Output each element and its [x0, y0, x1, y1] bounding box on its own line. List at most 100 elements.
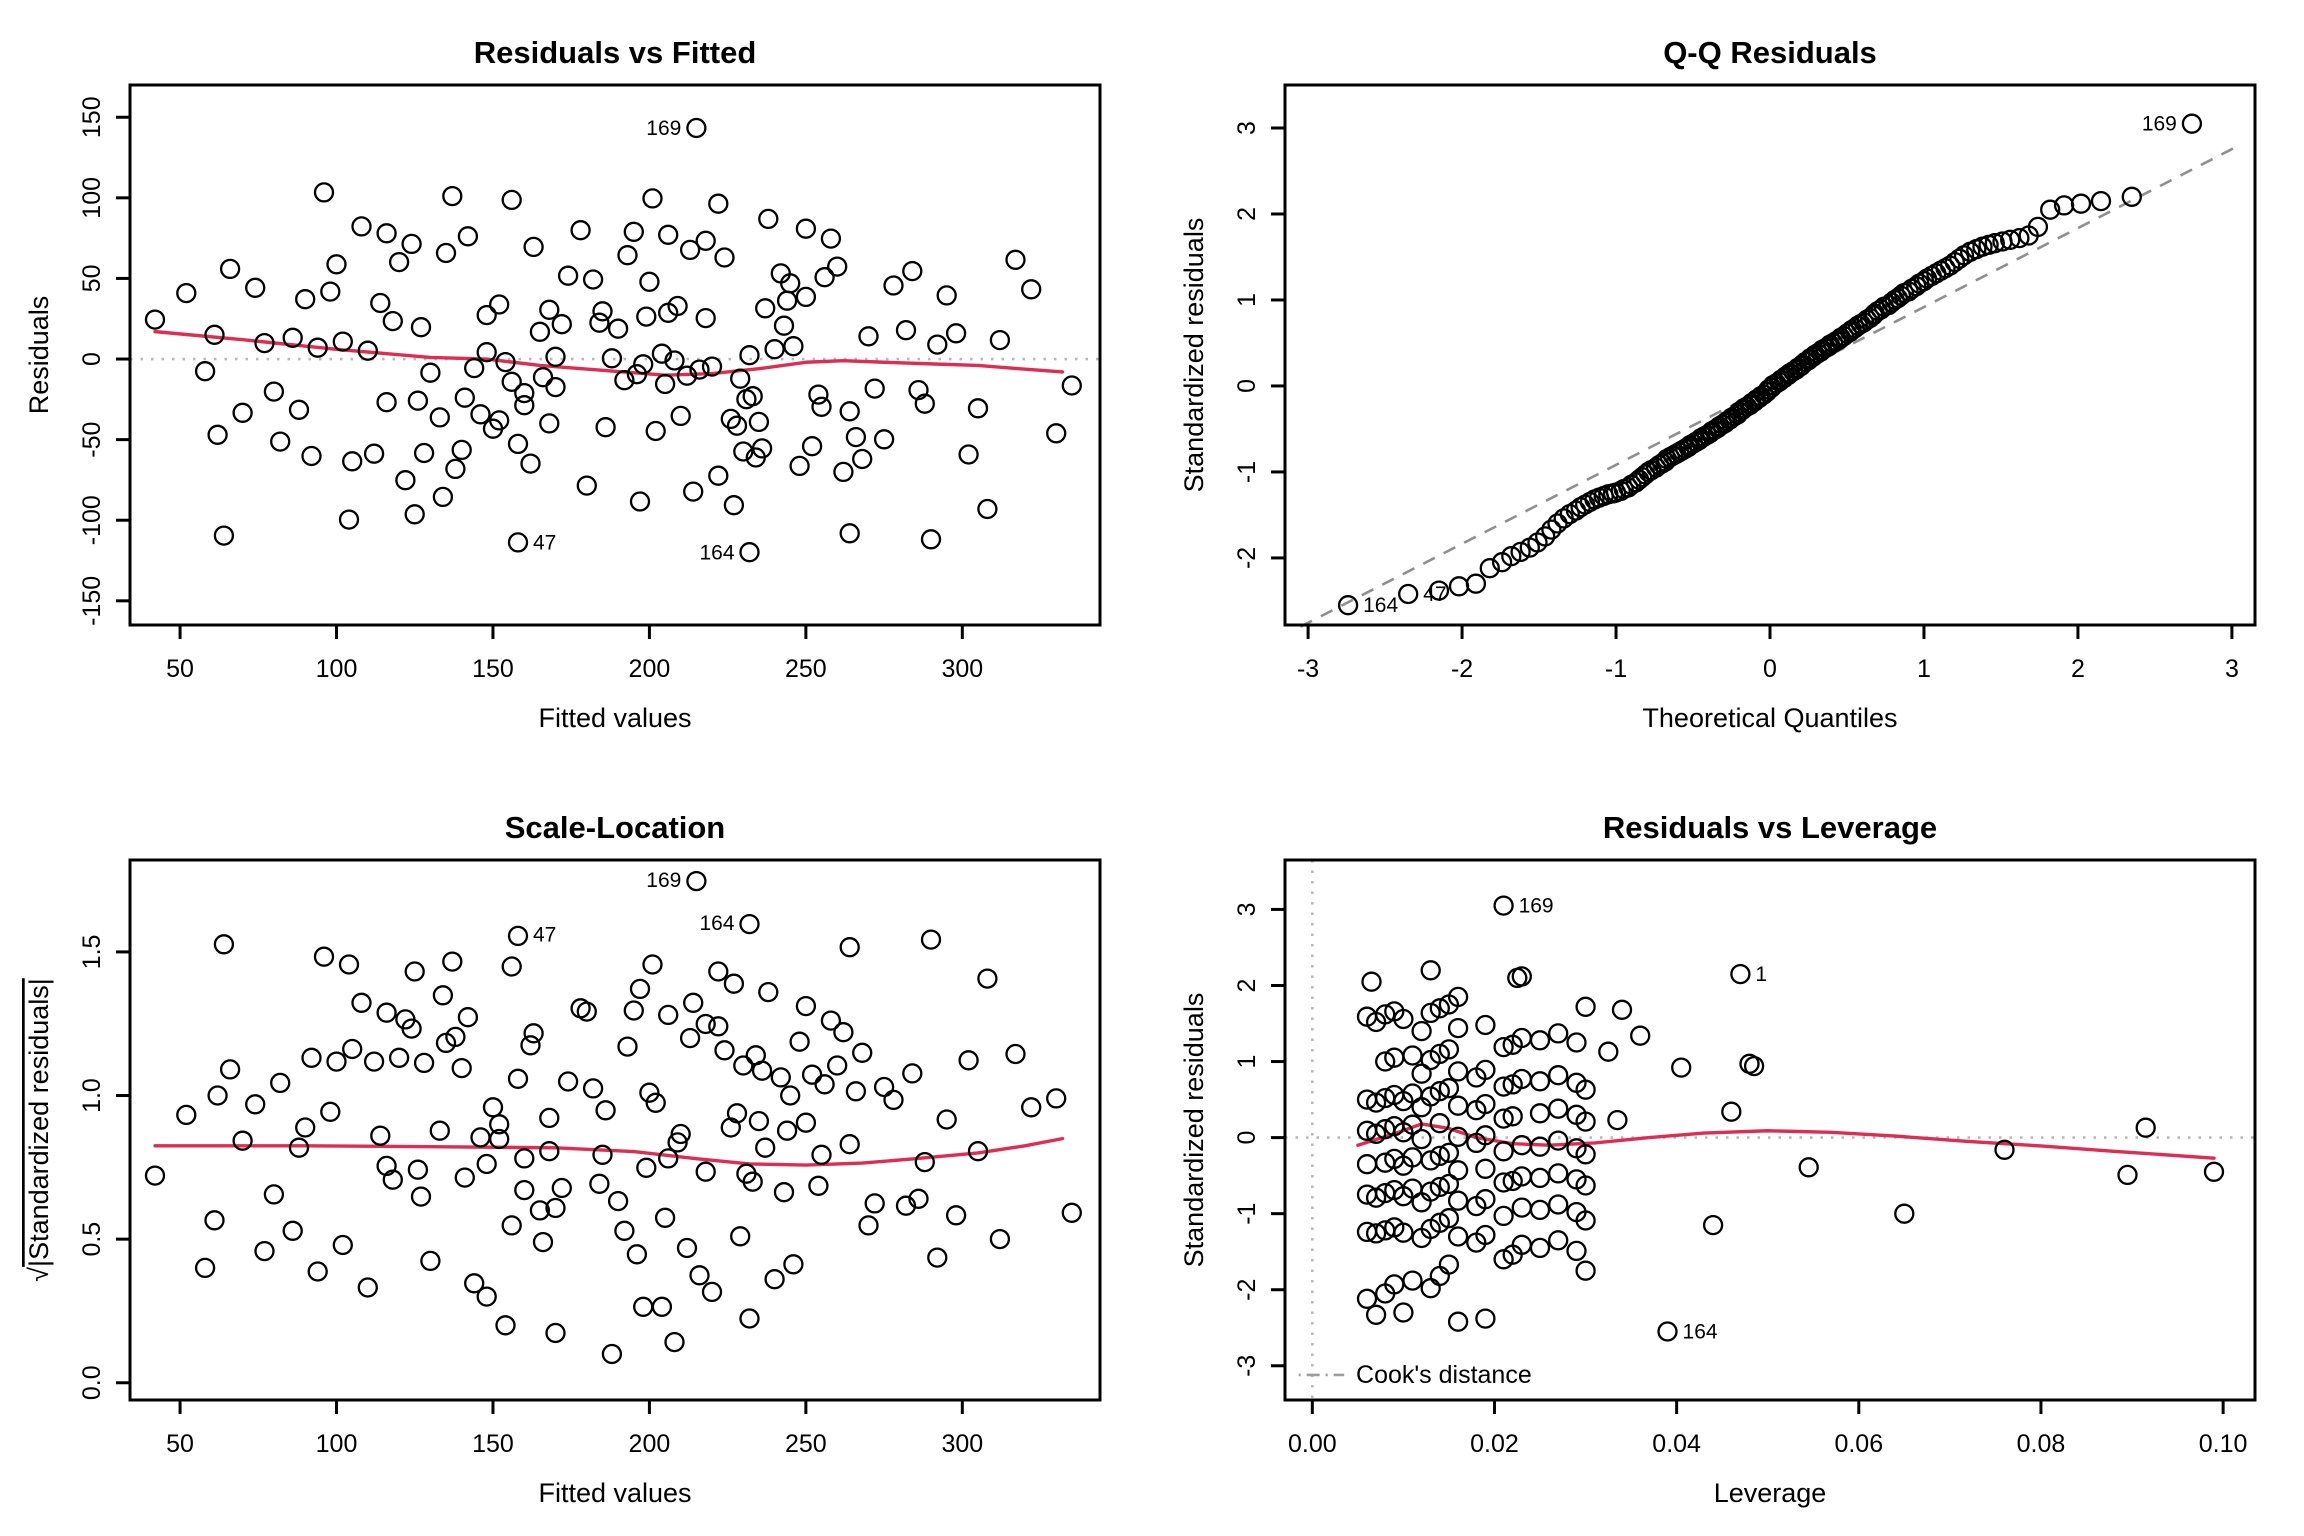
data-point [301, 445, 322, 467]
panel-title: Residuals vs Fitted [474, 35, 757, 70]
data-point [723, 495, 745, 516]
data-point [363, 443, 385, 464]
data-point [376, 392, 397, 413]
data-point [1611, 999, 1633, 1020]
data-point [1548, 1098, 1569, 1119]
data-point [651, 1296, 673, 1317]
qq-reference-line [1299, 144, 2241, 628]
data-point [589, 1173, 610, 1194]
x-axis-label: Fitted values [538, 1478, 691, 1508]
data-point [320, 281, 341, 302]
x-tick-label: -3 [1297, 655, 1319, 683]
x-tick-label: 50 [166, 655, 194, 683]
data-point [914, 1151, 935, 1173]
data-point [629, 978, 651, 1000]
data-point [708, 465, 729, 486]
point-annotation-164: 164 [700, 541, 735, 564]
x-tick-label: 200 [629, 655, 671, 683]
data-point [1730, 963, 1751, 985]
x-tick-label: 100 [316, 1430, 358, 1458]
data-point [1411, 1192, 1432, 1213]
x-tick-label: 100 [316, 655, 358, 683]
data-point [376, 223, 397, 244]
data-point [623, 221, 644, 242]
data-point [1575, 996, 1596, 1017]
data-point [852, 1042, 873, 1063]
data-point [720, 408, 741, 430]
data-point [523, 1023, 544, 1044]
data-point [811, 1144, 832, 1165]
data-point [476, 1153, 497, 1175]
data-point [1356, 1288, 1378, 1309]
data-point [288, 399, 310, 420]
y-tick-label: 3 [1233, 121, 1261, 135]
data-point [144, 309, 166, 330]
y-tick-label: 1 [1233, 1055, 1261, 1069]
data-point [429, 407, 450, 428]
data-point [967, 398, 989, 419]
data-point [1465, 573, 1487, 594]
data-point [814, 267, 835, 288]
data-point [1548, 1130, 1569, 1151]
data-point [507, 1068, 529, 1089]
data-point [545, 1197, 566, 1219]
data-point [1375, 1283, 1396, 1304]
data-point [764, 1269, 785, 1290]
data-point [654, 1207, 676, 1228]
data-point [520, 1035, 541, 1056]
data-point [601, 1343, 623, 1365]
data-point [664, 350, 685, 371]
data-point [845, 1081, 867, 1102]
data-point [745, 447, 766, 468]
data-point [739, 345, 760, 366]
data-point [686, 870, 707, 892]
data-point [1429, 1145, 1450, 1167]
x-tick-label: 0.02 [1470, 1430, 1519, 1458]
x-tick-label: -2 [1451, 655, 1473, 683]
data-point [429, 1120, 450, 1141]
data-point [451, 439, 472, 461]
y-tick-label: 2 [1233, 979, 1261, 993]
data-point [1575, 1079, 1596, 1100]
data-point [557, 1071, 579, 1092]
data-point [686, 117, 707, 139]
data-point [2181, 113, 2203, 134]
data-point [282, 1220, 303, 1241]
point-annotation-1: 1 [1755, 963, 1767, 986]
data-point [795, 286, 817, 308]
data-point [1420, 1049, 1441, 1071]
data-point [576, 475, 597, 496]
x-tick-label: 0 [1763, 655, 1777, 683]
y-tick-label: 100 [78, 177, 106, 219]
data-point [532, 367, 554, 388]
point-annotation-47: 47 [1423, 583, 1446, 606]
data-point [476, 304, 497, 326]
data-point [495, 351, 516, 373]
data-point [295, 1117, 316, 1138]
data-point [739, 1308, 760, 1329]
x-tick-label: 150 [472, 655, 514, 683]
x-tick-label: 0.06 [1834, 1430, 1883, 1458]
data-point [1575, 1111, 1596, 1132]
x-tick-label: 0.08 [2017, 1430, 2066, 1458]
data-point [614, 1220, 635, 1241]
data-point [523, 236, 544, 258]
data-point [1466, 1232, 1487, 1253]
data-point [1356, 1089, 1378, 1110]
data-point [1510, 541, 1531, 563]
data-point [679, 239, 701, 261]
data-point [435, 242, 457, 264]
data-point [1493, 1249, 1514, 1270]
data-point [654, 373, 676, 395]
data-point [695, 1013, 716, 1035]
data-point [839, 937, 860, 958]
data-point [570, 220, 591, 241]
data-point [1356, 1184, 1378, 1205]
data-point [895, 1195, 917, 1216]
data-point [545, 346, 566, 367]
data-point [833, 461, 854, 483]
data-point [1447, 1160, 1469, 1181]
data-point [883, 1089, 904, 1111]
data-point [2027, 216, 2049, 238]
data-point [908, 1188, 929, 1209]
